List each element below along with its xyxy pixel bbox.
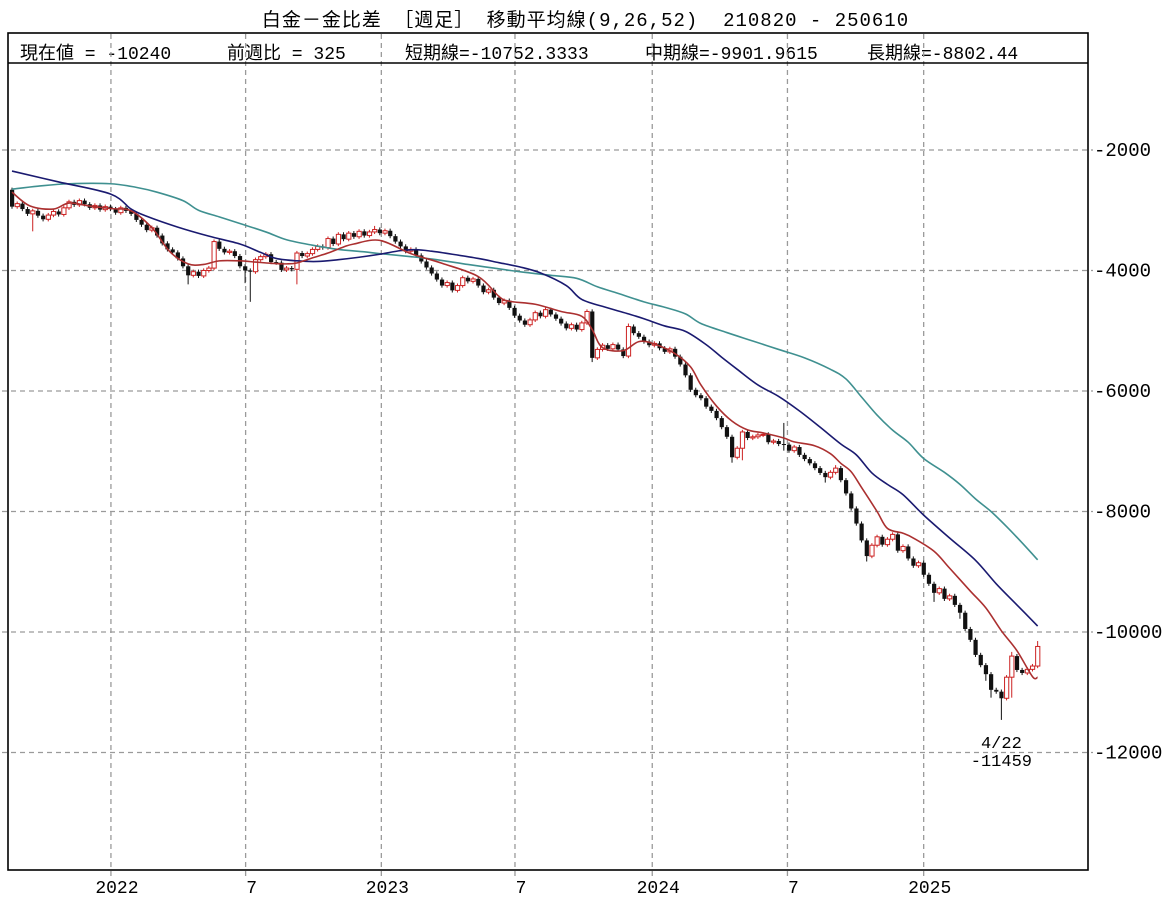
svg-text:7: 7 xyxy=(788,879,799,899)
svg-text:2024: 2024 xyxy=(637,879,680,899)
stat-ma-short: 短期線=-10752.3333 xyxy=(405,45,589,65)
chart-title: 白金－金比差 ［週足］ 移動平均線(9,26,52) 210820 - 2506… xyxy=(261,10,910,32)
stat-ma-long: 長期線=-8802.44 xyxy=(867,45,1019,65)
svg-text:7: 7 xyxy=(246,879,257,899)
svg-text:4/22: 4/22 xyxy=(981,735,1022,754)
svg-text:2022: 2022 xyxy=(95,879,138,899)
svg-text:-12000: -12000 xyxy=(1094,743,1162,765)
svg-text:-10000: -10000 xyxy=(1094,622,1162,644)
svg-text:-2000: -2000 xyxy=(1094,140,1151,162)
svg-text:-6000: -6000 xyxy=(1094,381,1151,403)
svg-text:-8000: -8000 xyxy=(1094,502,1151,524)
stat-ma-mid: 中期線=-9901.9615 xyxy=(645,45,818,65)
stat-week-change: 前週比 = 325 xyxy=(227,45,346,65)
stat-current-value: 現在値 = -10240 xyxy=(20,45,172,65)
svg-text:-4000: -4000 xyxy=(1094,261,1151,283)
svg-text:2023: 2023 xyxy=(366,879,409,899)
svg-text:7: 7 xyxy=(516,879,527,899)
svg-text:-11459: -11459 xyxy=(971,753,1032,772)
svg-text:2025: 2025 xyxy=(908,879,951,899)
